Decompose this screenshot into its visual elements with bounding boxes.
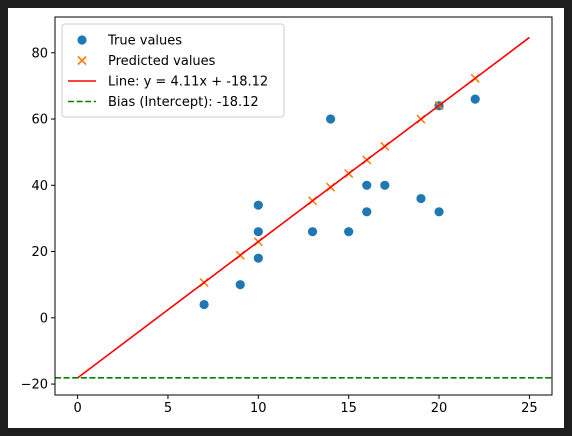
true-value-point [344, 227, 354, 237]
legend: True values Predicted values Line: y = 4.1… [61, 23, 285, 118]
x-axis: 0 5 10 15 20 25 [73, 395, 538, 416]
legend-item: Line: y = 4.11x + -18.12 [68, 75, 268, 90]
true-value-point [326, 114, 336, 124]
true-value-point [199, 299, 209, 310]
true-value-point [307, 227, 318, 237]
y-tick-label: 60 [31, 113, 48, 128]
true-value-point [362, 180, 372, 190]
regression-line [77, 36, 530, 379]
legend-marker-predicted-values [77, 55, 87, 66]
legend-item: Bias (Intercept): -18.12 [68, 95, 259, 110]
x-tick-label: 20 [431, 401, 448, 416]
true-value-point [380, 180, 390, 190]
y-axis: −20 0 20 40 60 80 [21, 46, 55, 393]
legend-marker-true-values [77, 35, 87, 45]
true-value-point [470, 94, 480, 104]
legend-label: Bias (Intercept): -18.12 [108, 95, 259, 110]
y-tick-label: 80 [31, 46, 48, 61]
x-tick-label: 15 [340, 401, 357, 416]
legend-label: True values [107, 34, 182, 49]
legend-item: Predicted values [77, 54, 216, 69]
true-value-point [253, 200, 263, 210]
y-tick-label: 20 [31, 245, 48, 260]
true-value-point [434, 207, 444, 217]
legend-box [61, 23, 285, 118]
series-2 [77, 36, 530, 379]
true-value-point [253, 253, 263, 263]
x-tick-label: 0 [73, 401, 81, 416]
legend-item: True values [77, 34, 182, 49]
series-0 [199, 94, 480, 310]
plot-area [55, 36, 552, 379]
y-tick-label: 40 [31, 179, 48, 194]
axes-frame [54, 16, 553, 396]
legend-label: Line: y = 4.11x + -18.12 [108, 75, 268, 90]
x-tick-label: 25 [521, 401, 538, 416]
y-tick-label: 0 [40, 311, 48, 326]
true-value-point [253, 227, 263, 237]
x-tick-label: 10 [250, 401, 267, 416]
y-tick-label: −20 [21, 378, 48, 393]
legend-label: Predicted values [108, 54, 216, 69]
true-value-point [362, 207, 372, 217]
x-tick-label: 5 [164, 401, 172, 416]
true-value-point [235, 280, 245, 290]
true-value-point [416, 193, 426, 204]
